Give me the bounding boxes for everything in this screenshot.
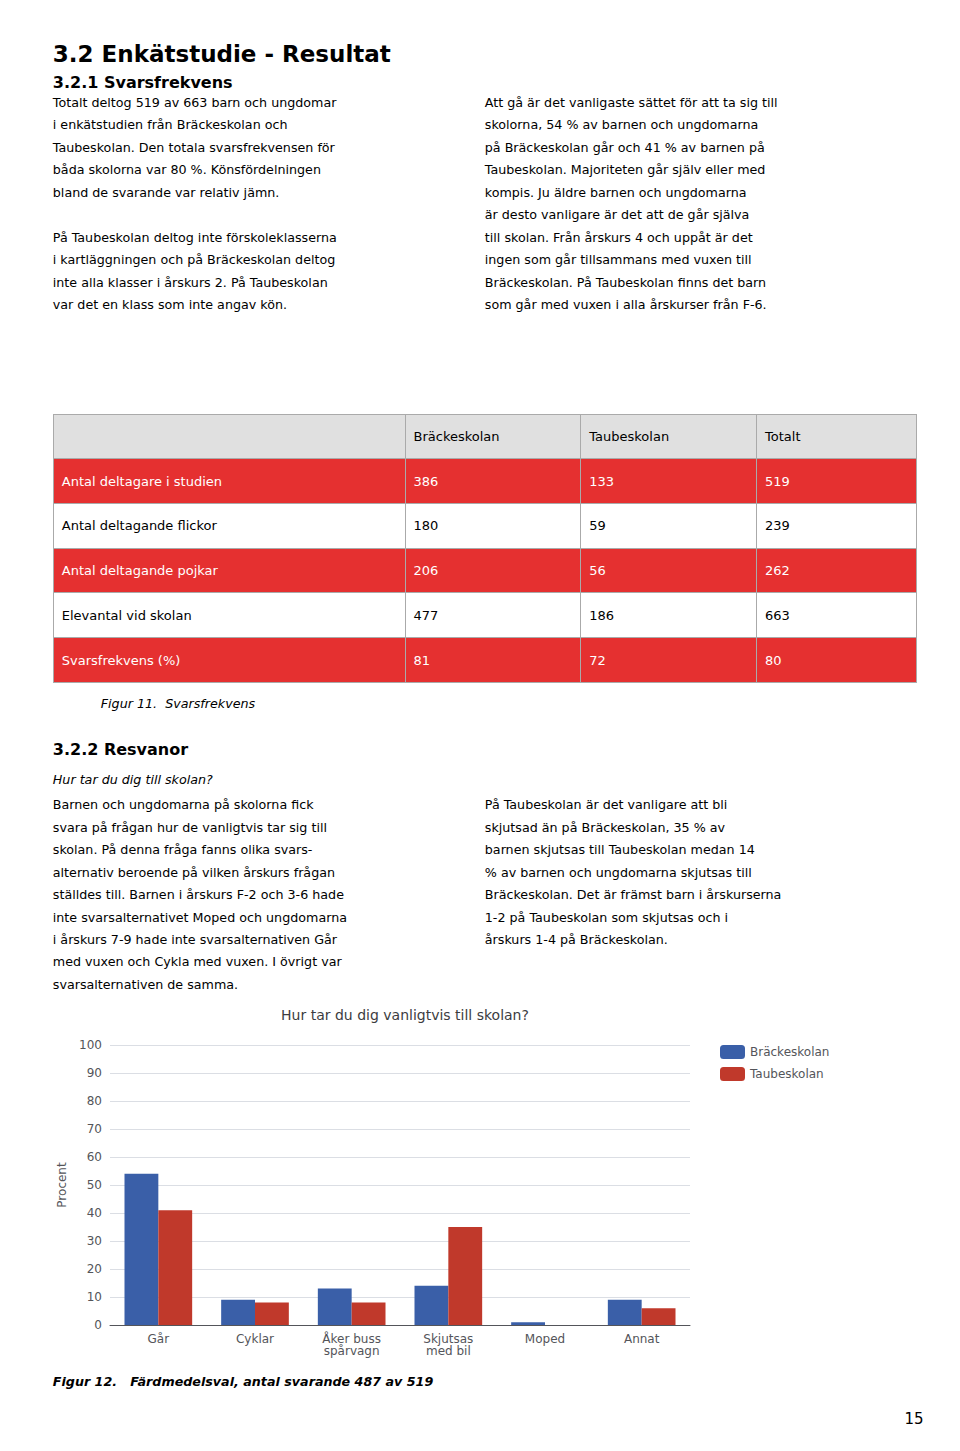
html-text:180: 180: [413, 518, 439, 534]
html-text:Att gå är det vanligaste sätte: Att gå är det vanligaste sättet för att …: [484, 94, 778, 110]
svg-text:70: 70: [87, 1122, 102, 1136]
html-text:133: 133: [589, 473, 615, 489]
svg-text:50: 50: [87, 1178, 102, 1192]
svg-text:10: 10: [87, 1290, 102, 1304]
html-text:Hur tar du dig till skolan?: Hur tar du dig till skolan?: [52, 771, 213, 787]
svg-text:spårvagn: spårvagn: [324, 1344, 380, 1358]
html-text:Barnen och ungdomarna på skolo: Barnen och ungdomarna på skolorna fick: [52, 797, 314, 812]
html-text:519: 519: [765, 473, 790, 489]
html-text:Elevantal vid skolan: Elevantal vid skolan: [61, 607, 192, 623]
html-text:inte svarsalternativet Moped o: inte svarsalternativet Moped och ungdoma…: [52, 909, 347, 925]
html-text:Bräckeskolan. Det är främst ba: Bräckeskolan. Det är främst barn i årsku…: [484, 887, 782, 902]
svg-text:80: 80: [87, 1094, 102, 1108]
html-text:206: 206: [413, 563, 439, 579]
svg-text:Taubeskolan: Taubeskolan: [749, 1067, 824, 1081]
html-text:239: 239: [765, 518, 790, 534]
html-text:477: 477: [413, 607, 439, 623]
html-text:Svarsfrekvens (%): Svarsfrekvens (%): [61, 652, 181, 668]
html-text:386: 386: [413, 473, 439, 489]
svg-text:med bil: med bil: [426, 1344, 471, 1358]
html-text:svarsalternativen de samma.: svarsalternativen de samma.: [52, 977, 239, 992]
html-text:Antal deltagande pojkar: Antal deltagande pojkar: [61, 563, 218, 579]
svg-text:20: 20: [87, 1262, 102, 1276]
html-text:56: 56: [589, 563, 606, 579]
html-text:Figur 12. Färdmedelsval, antal: Figur 12. Färdmedelsval, antal svarande …: [52, 1374, 434, 1390]
html-text:kompis. Ju äldre barnen och un: kompis. Ju äldre barnen och ungdomarna: [484, 184, 747, 200]
html-text:59: 59: [589, 518, 606, 534]
html-text:inte alla klasser i årskurs 2.: inte alla klasser i årskurs 2. På Taubes…: [52, 274, 328, 290]
html-text:ingen som går tillsammans med: ingen som går tillsammans med vuxen till: [484, 252, 752, 268]
html-text:på Bräckeskolan går och 41 % a: på Bräckeskolan går och 41 % av barnen p…: [484, 139, 765, 155]
svg-text:40: 40: [87, 1206, 102, 1220]
html-text:var det en klass som inte anga: var det en klass som inte angav kön.: [52, 297, 287, 313]
html-text:% av barnen och ungdomarna skj: % av barnen och ungdomarna skjutsas till: [484, 864, 752, 880]
html-text:alternativ beroende på vilken: alternativ beroende på vilken årskurs fr…: [52, 864, 335, 880]
html-text:skjutsad än på Bräckeskolan, 3: skjutsad än på Bräckeskolan, 35 % av: [484, 819, 726, 835]
html-text:15: 15: [904, 1409, 924, 1428]
html-text:Antal deltagare i studien: Antal deltagare i studien: [61, 473, 222, 489]
html-text:81: 81: [413, 652, 431, 668]
html-text:barnen skjutsas till Taubeskol: barnen skjutsas till Taubeskolan medan 1…: [484, 842, 755, 857]
html-text:skolan. På denna fråga fanns o: skolan. På denna fråga fanns olika svars…: [52, 842, 313, 857]
html-text:som går med vuxen i alla årsku: som går med vuxen i alla årskurser från …: [484, 297, 767, 313]
html-text:skolorna, 54 % av barnen och u: skolorna, 54 % av barnen och ungdomarna: [484, 117, 759, 133]
html-text:svara på frågan hur de vanligt: svara på frågan hur de vanligtvis tar si…: [52, 819, 327, 835]
html-text:Bräckeskolan. På Taubeskolan f: Bräckeskolan. På Taubeskolan finns det b…: [484, 274, 767, 290]
svg-text:100: 100: [79, 1038, 102, 1052]
html-text:3.2.2 Resvanor: 3.2.2 Resvanor: [52, 740, 189, 759]
html-text:årskurs 1-4 på Bräckeskolan.: årskurs 1-4 på Bräckeskolan.: [484, 932, 668, 947]
svg-text:Moped: Moped: [525, 1332, 565, 1346]
html-text:bland de svarande var relativ: bland de svarande var relativ jämn.: [52, 184, 280, 200]
html-text:Taubeskolan. Majoriteten går s: Taubeskolan. Majoriteten går själv eller…: [484, 162, 766, 178]
html-text:På Taubeskolan är det vanligar: På Taubeskolan är det vanligare att bli: [484, 797, 728, 812]
html-text:1-2 på Taubeskolan som skjutsa: 1-2 på Taubeskolan som skjutsas och i: [484, 909, 728, 925]
html-text:Taubeskolan: Taubeskolan: [589, 428, 670, 444]
html-text:Antal deltagande flickor: Antal deltagande flickor: [61, 518, 217, 534]
html-text:i kartläggningen och på Bräcke: i kartläggningen och på Bräckeskolan del…: [52, 252, 336, 268]
html-text:3.2 Enkätstudie - Resultat: 3.2 Enkätstudie - Resultat: [52, 40, 391, 67]
html-text:663: 663: [765, 607, 790, 623]
html-text:186: 186: [589, 607, 615, 623]
html-text:72: 72: [589, 652, 606, 668]
html-text:Figur 11. Svarsfrekvens: Figur 11. Svarsfrekvens: [100, 696, 256, 712]
html-text:båda skolorna var 80 %. Könsfö: båda skolorna var 80 %. Könsfördelningen: [52, 162, 321, 178]
svg-text:Cyklar: Cyklar: [236, 1332, 274, 1346]
svg-text:0: 0: [94, 1318, 102, 1332]
svg-text:Skjutsas: Skjutsas: [423, 1332, 474, 1346]
html-text:i enkätstudien från Bräckeskol: i enkätstudien från Bräckeskolan och: [52, 117, 288, 133]
svg-text:Åker buss: Åker buss: [322, 1332, 381, 1346]
html-text:Totalt: Totalt: [765, 428, 801, 444]
svg-text:90: 90: [87, 1066, 102, 1080]
svg-text:Procent: Procent: [55, 1162, 69, 1208]
html-text:i årskurs 7-9 hade inte svarsa: i årskurs 7-9 hade inte svarsalternative…: [52, 932, 337, 947]
svg-text:Bräckeskolan: Bräckeskolan: [750, 1045, 829, 1059]
svg-text:60: 60: [87, 1150, 102, 1164]
html-text:ställdes till. Barnen i årskur: ställdes till. Barnen i årskurs F-2 och …: [52, 887, 344, 902]
html-text:3.2.1 Svarsfrekvens: 3.2.1 Svarsfrekvens: [52, 72, 233, 92]
html-text:med vuxen och Cykla med vuxen.: med vuxen och Cykla med vuxen. I övrigt …: [52, 954, 342, 970]
html-text:Taubeskolan. Den totala svarsf: Taubeskolan. Den totala svarsfrekvensen …: [52, 139, 335, 155]
html-text:Totalt deltog 519 av 663 barn: Totalt deltog 519 av 663 barn och ungdom…: [52, 94, 337, 110]
html-text:262: 262: [765, 563, 790, 579]
html-text:80: 80: [765, 652, 782, 668]
html-text:till skolan. Från årskurs 4 oc: till skolan. Från årskurs 4 och uppåt är…: [484, 229, 753, 245]
svg-text:30: 30: [87, 1234, 102, 1248]
svg-text:Går: Går: [148, 1332, 170, 1346]
svg-text:Annat: Annat: [624, 1332, 660, 1346]
html-text:Bräckeskolan: Bräckeskolan: [413, 428, 500, 444]
html-text:är desto vanligare är det att: är desto vanligare är det att de går sjä…: [484, 207, 750, 223]
svg-text:Hur tar du dig vanligtvis till: Hur tar du dig vanligtvis till skolan?: [281, 1007, 529, 1023]
html-text:På Taubeskolan deltog inte för: På Taubeskolan deltog inte förskoleklass…: [52, 229, 337, 245]
